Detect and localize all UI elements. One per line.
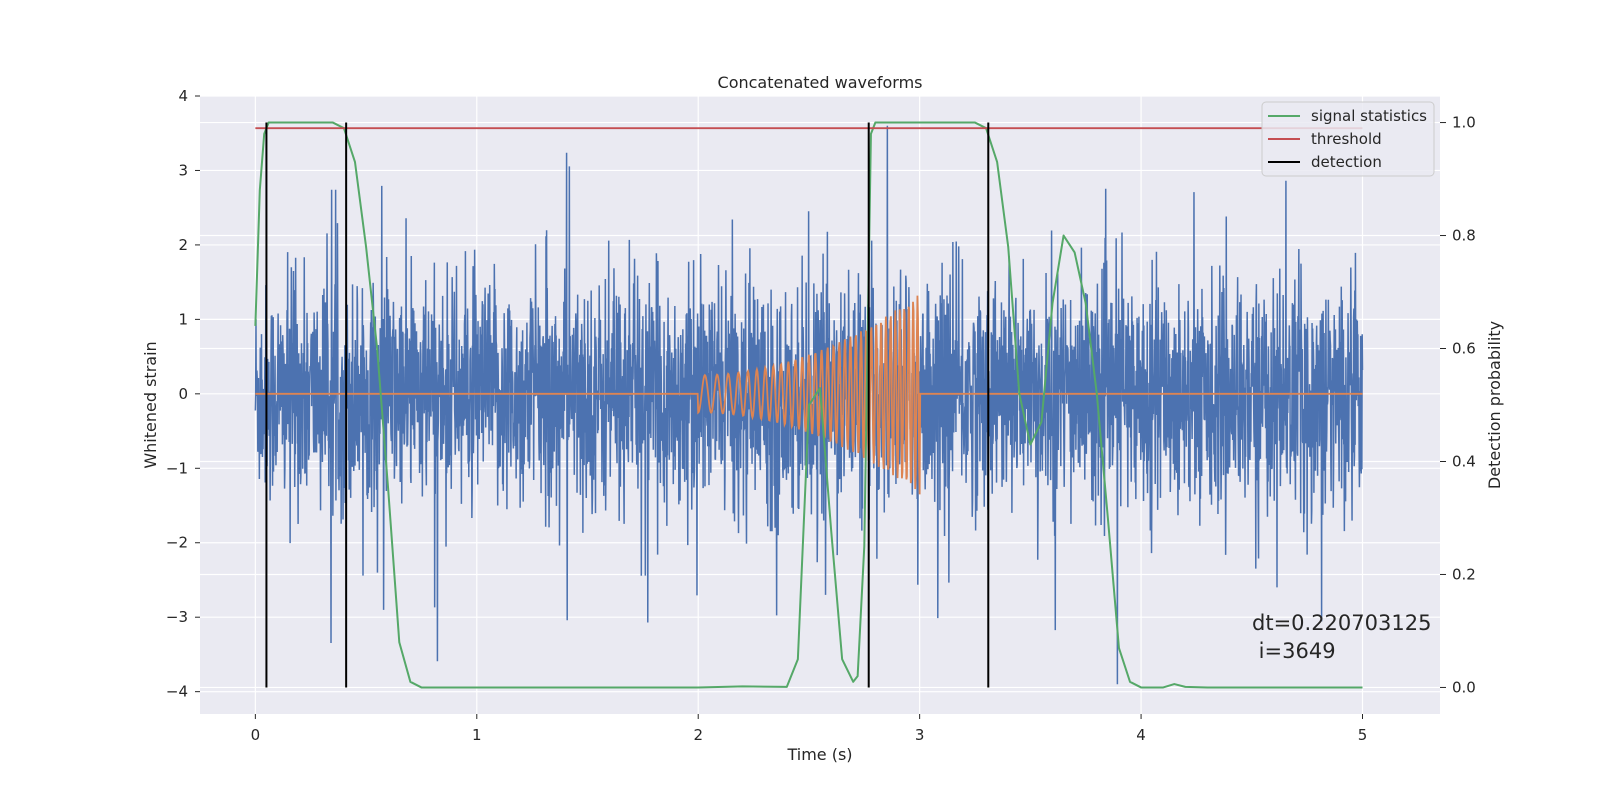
y-axis-label-left: Whitened strain <box>141 341 160 468</box>
yleft-tick-label--1: −1 <box>166 459 188 477</box>
yright-tick-label-0.2: 0.2 <box>1452 565 1476 583</box>
yleft-tick-label--3: −3 <box>166 608 188 626</box>
legend-frame <box>1261 101 1435 177</box>
yleft-tick-label-0: 0 <box>178 385 188 403</box>
x-tick-label-1: 1 <box>472 726 482 744</box>
yleft-tick-label--2: −2 <box>166 534 188 552</box>
yleft-tick-label-3: 3 <box>178 161 188 179</box>
x-tick-label-5: 5 <box>1358 726 1368 744</box>
ticks: 0 1 2 3 4 5 −4 −3 −2 −1 0 1 2 3 4 0.0 0.2 0.4 0.6 0.8 1.0 <box>166 87 1476 744</box>
x-axis-label: Time (s) <box>786 745 852 764</box>
yright-tick-label-0: 0.0 <box>1452 678 1476 696</box>
series-layer <box>254 121 1364 689</box>
yright-tick-label-1: 1.0 <box>1452 114 1476 132</box>
series-injected-chirp <box>255 295 1363 495</box>
yleft-tick-label-2: 2 <box>178 236 188 254</box>
annotation-line-dt: dt=0.220703125 <box>1252 611 1431 635</box>
legend: signal statistics threshold detection <box>1261 101 1435 177</box>
chart-title: Concatenated waveforms <box>718 73 923 92</box>
yleft-tick-label-1: 1 <box>178 310 188 328</box>
series-whitened-strain <box>254 125 1364 685</box>
yleft-tick-label--4: −4 <box>166 683 188 701</box>
x-tick-label-2: 2 <box>693 726 703 744</box>
dt-annotation: dt=0.220703125 i=3649 <box>1252 611 1431 663</box>
x-tick-label-3: 3 <box>915 726 925 744</box>
yleft-tick-label-4: 4 <box>178 87 188 105</box>
legend-label-detection: detection <box>1311 153 1382 171</box>
y-axis-label-right: Detection probability <box>1485 321 1504 489</box>
annotation-line-index: i=3649 <box>1252 639 1336 663</box>
yright-tick-label-0.6: 0.6 <box>1452 340 1476 358</box>
legend-label-signal-statistics: signal statistics <box>1311 107 1427 125</box>
legend-label-threshold: threshold <box>1311 130 1382 148</box>
x-tick-label-4: 4 <box>1136 726 1146 744</box>
yright-tick-label-0.4: 0.4 <box>1452 452 1476 470</box>
x-tick-label-0: 0 <box>251 726 261 744</box>
yright-tick-label-0.8: 0.8 <box>1452 227 1476 245</box>
series-signal-statistics <box>254 121 1363 689</box>
